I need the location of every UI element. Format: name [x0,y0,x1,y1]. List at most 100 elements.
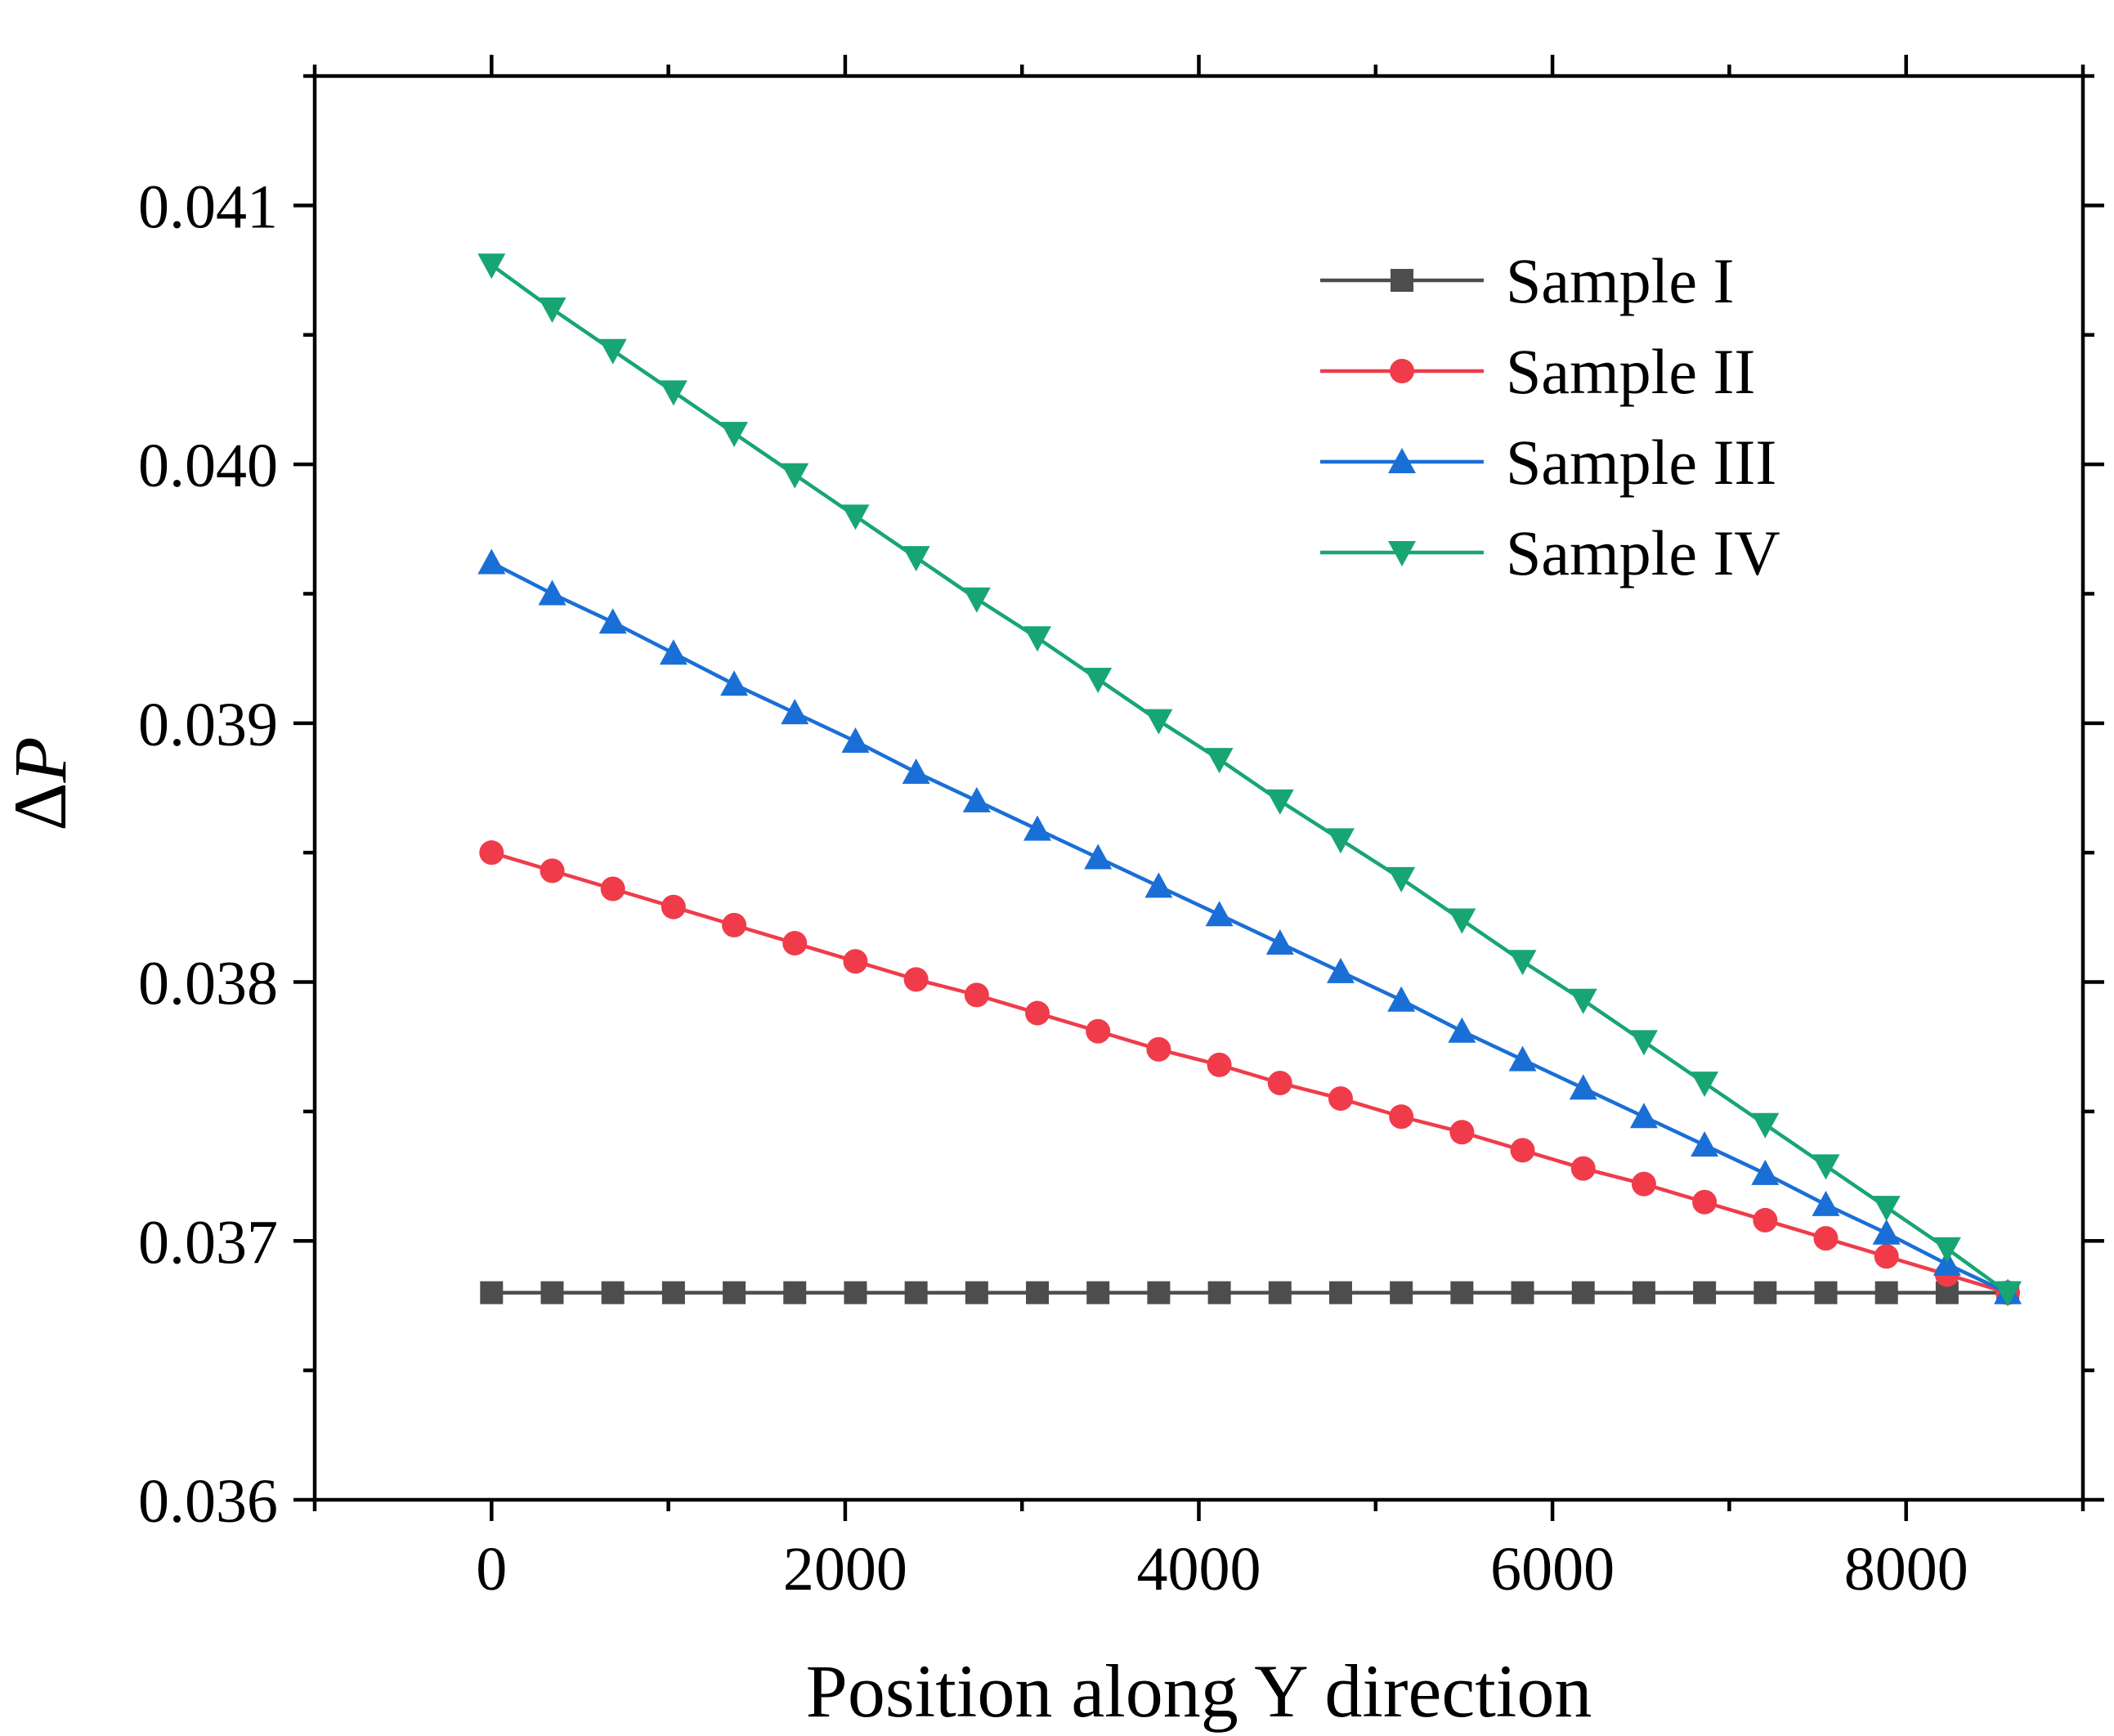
data-point [1691,1131,1719,1157]
data-point [843,949,868,974]
x-tick-label: 2000 [783,1535,907,1604]
legend-label: Sample II [1506,336,1755,407]
data-point [1023,626,1052,652]
data-point [1872,1196,1901,1222]
data-point [720,422,749,448]
y-axis-title: ΔP [0,736,82,830]
data-point [1390,1281,1413,1304]
series-layer [477,253,2022,1307]
y-tick-label: 0.037 [138,1208,278,1277]
data-point [477,253,506,280]
data-point [540,858,565,884]
data-point [1326,957,1355,983]
data-point [659,380,687,406]
data-point [1632,1281,1655,1304]
legend-marker [1388,448,1416,473]
legend-marker [1391,269,1413,292]
data-point [720,670,749,696]
series-3 [477,548,2022,1304]
data-point [1023,815,1052,841]
y-tick-label: 0.038 [138,950,278,1018]
series-2 [479,840,2021,1305]
data-point [1511,1281,1534,1304]
legend-label: Sample III [1506,427,1776,498]
y-tick-label: 0.041 [138,172,278,241]
legend: Sample I Sample II Sample III Sample IV [1320,245,1780,588]
data-point [1569,1074,1597,1100]
data-point [1692,1189,1718,1215]
y-axis-title-symbol: Δ [0,783,82,831]
data-point [1693,1281,1717,1304]
data-point [1994,1281,2022,1307]
data-point [904,1281,928,1304]
data-point [1328,1086,1353,1112]
data-point [538,579,567,606]
data-point [1874,1281,1898,1304]
data-point [1086,1281,1110,1304]
data-point [1570,1156,1596,1181]
data-point [783,1281,807,1304]
legend-label: Sample I [1506,245,1734,316]
data-point [781,699,809,725]
data-point [601,1281,625,1304]
data-point [781,463,809,489]
data-point [965,1281,988,1304]
data-point [480,1281,504,1304]
legend-item: Sample III [1320,427,1776,498]
data-point [1812,1154,1840,1180]
series-line [490,263,2009,1295]
legend-item: Sample IV [1320,517,1780,588]
data-point [1629,1030,1658,1056]
data-point [1814,1281,1838,1304]
data-point [903,967,929,992]
data-point [1631,1171,1656,1197]
legend-marker [1390,359,1414,383]
data-point [1387,986,1416,1012]
data-point [1629,1103,1658,1129]
data-point [600,876,625,902]
data-point [1569,988,1597,1014]
y-tick-label: 0.039 [138,691,278,759]
data-point [1084,843,1113,870]
data-point [1205,901,1234,927]
x-tick-label: 4000 [1137,1535,1261,1604]
data-point [1753,1207,1778,1233]
data-point [1084,667,1113,693]
data-point [841,727,870,753]
data-point [902,546,930,572]
data-point [722,912,747,937]
legend-label: Sample IV [1506,517,1780,588]
data-point [1147,1281,1171,1304]
data-point [844,1281,867,1304]
data-point [1207,1052,1232,1077]
data-point [1265,929,1294,955]
data-point [598,608,627,634]
series-line [490,851,2009,1295]
data-point [598,338,627,365]
x-tick-label: 8000 [1844,1535,1968,1604]
x-tick-label: 0 [476,1535,507,1604]
data-point [1510,1138,1535,1163]
y-tick-label: 0.036 [138,1467,278,1536]
series-4 [477,253,2022,1307]
data-point [1448,1017,1476,1043]
series-1 [480,1281,2020,1304]
data-point [1086,1018,1111,1044]
data-point [1571,1281,1595,1304]
data-point [1328,1281,1352,1304]
data-point [1207,1281,1231,1304]
data-point [1267,1071,1292,1096]
data-point [1691,1072,1719,1098]
data-point [661,1281,685,1304]
data-point [1874,1244,1899,1269]
data-point [1872,1219,1901,1245]
x-tick-label: 6000 [1490,1535,1615,1604]
data-point [1205,748,1234,774]
data-point [479,840,504,866]
data-point [540,1281,564,1304]
data-point [1813,1226,1839,1251]
data-point [1268,1281,1292,1304]
data-point [661,894,686,919]
data-point [841,504,870,530]
